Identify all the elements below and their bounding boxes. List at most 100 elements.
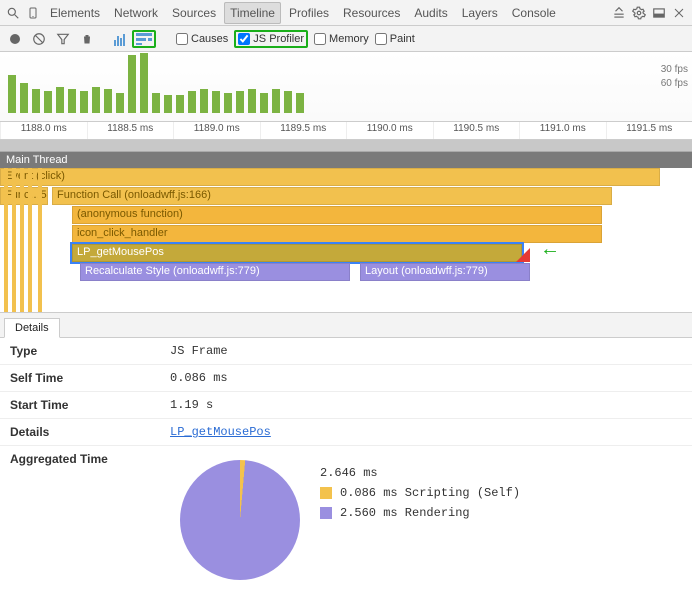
time-tick: 1191.5 ms bbox=[606, 122, 692, 139]
scrubber[interactable] bbox=[0, 140, 692, 152]
swatch-rendering bbox=[320, 507, 332, 519]
tab-network[interactable]: Network bbox=[108, 2, 164, 24]
time-tick: 1190.0 ms bbox=[346, 122, 433, 139]
jsprofiler-highlight: JS Profiler bbox=[234, 30, 308, 48]
paint-checkbox[interactable]: Paint bbox=[375, 33, 415, 45]
time-tick: 1188.0 ms bbox=[0, 122, 87, 139]
overview-bar bbox=[272, 89, 280, 113]
fps-60-label: 60 fps bbox=[661, 78, 688, 89]
jsprofiler-checkbox[interactable]: JS Profiler bbox=[238, 33, 304, 45]
pie-total: 2.646 ms bbox=[320, 466, 378, 480]
legend-rendering: 2.560 ms Rendering bbox=[340, 506, 470, 520]
starttime-value: 1.19 s bbox=[170, 398, 682, 412]
type-value: JS Frame bbox=[170, 344, 682, 358]
overview-bar bbox=[8, 75, 16, 113]
overview-chart[interactable]: 30 fps 60 fps bbox=[0, 52, 692, 122]
flame-event-click[interactable]: Event (click) bbox=[0, 168, 660, 186]
flame-layout[interactable]: Layout (onloadwff.js:779) bbox=[360, 263, 530, 281]
starttime-key: Start Time bbox=[10, 398, 170, 412]
annotation-arrow: ← bbox=[540, 238, 560, 261]
time-tick: 1188.5 ms bbox=[87, 122, 174, 139]
flamechart-view-icon[interactable] bbox=[132, 30, 156, 48]
flame-icon-click-handler[interactable]: icon_click_handler bbox=[72, 225, 602, 243]
details-panel: TypeJS Frame Self Time0.086 ms Start Tim… bbox=[0, 338, 692, 606]
overview-bar bbox=[164, 95, 172, 113]
details-link[interactable]: LP_getMousePos bbox=[170, 425, 271, 439]
tab-timeline[interactable]: Timeline bbox=[224, 2, 281, 24]
layout-warning-icon bbox=[516, 248, 530, 262]
flame-funccall[interactable]: Function Call (onloadwff.js:166) bbox=[52, 187, 612, 205]
time-tick: 1189.0 ms bbox=[173, 122, 260, 139]
overview-bar bbox=[68, 89, 76, 113]
overview-bar bbox=[152, 93, 160, 113]
overview-bar bbox=[200, 89, 208, 113]
gc-icon[interactable] bbox=[78, 30, 96, 48]
paint-label: Paint bbox=[390, 33, 415, 45]
tab-audits[interactable]: Audits bbox=[408, 2, 453, 24]
overview-bar bbox=[32, 89, 40, 113]
memory-label: Memory bbox=[329, 33, 369, 45]
filter-icon[interactable] bbox=[54, 30, 72, 48]
frames-view-icon[interactable] bbox=[114, 32, 126, 46]
selftime-key: Self Time bbox=[10, 371, 170, 385]
details-key: Details bbox=[10, 425, 170, 439]
tab-elements[interactable]: Elements bbox=[44, 2, 106, 24]
overview-bar bbox=[284, 91, 292, 113]
gear-icon[interactable] bbox=[630, 4, 648, 22]
overview-bar bbox=[116, 93, 124, 113]
overview-bar bbox=[224, 93, 232, 113]
time-axis: 1188.0 ms1188.5 ms1189.0 ms1189.5 ms1190… bbox=[0, 122, 692, 140]
overview-bar bbox=[296, 93, 304, 113]
tab-console[interactable]: Console bbox=[506, 2, 562, 24]
jsprofiler-label: JS Profiler bbox=[253, 33, 304, 45]
overview-bar bbox=[260, 93, 268, 113]
causes-label: Causes bbox=[191, 33, 228, 45]
record-icon[interactable] bbox=[6, 30, 24, 48]
overview-bar bbox=[188, 91, 196, 113]
overview-bar bbox=[80, 91, 88, 113]
overview-bar bbox=[128, 55, 136, 113]
flame-anonymous[interactable]: (anonymous function) bbox=[72, 206, 602, 224]
tab-layers[interactable]: Layers bbox=[456, 2, 504, 24]
overview-bar bbox=[236, 91, 244, 113]
selftime-value: 0.086 ms bbox=[170, 371, 682, 385]
causes-checkbox[interactable]: Causes bbox=[176, 33, 228, 45]
flame-stripes bbox=[0, 168, 50, 312]
timeline-toolbar: Causes JS Profiler Memory Paint bbox=[0, 26, 692, 52]
details-value[interactable]: LP_getMousePos bbox=[170, 425, 682, 439]
details-tabbar: Details bbox=[0, 313, 692, 338]
legend-scripting: 0.086 ms Scripting (Self) bbox=[340, 486, 520, 500]
time-tick: 1191.0 ms bbox=[519, 122, 606, 139]
overview-bar bbox=[140, 53, 148, 113]
overview-bar bbox=[56, 87, 64, 113]
overview-bar bbox=[44, 91, 52, 113]
overview-bar bbox=[212, 91, 220, 113]
time-tick: 1189.5 ms bbox=[260, 122, 347, 139]
memory-checkbox[interactable]: Memory bbox=[314, 33, 369, 45]
overview-bar bbox=[20, 83, 28, 113]
swatch-scripting bbox=[320, 487, 332, 499]
overview-bar bbox=[92, 87, 100, 113]
type-key: Type bbox=[10, 344, 170, 358]
drawer-icon[interactable] bbox=[610, 4, 628, 22]
aggregated-pie bbox=[180, 460, 300, 580]
flame-recalculate-style[interactable]: Recalculate Style (onloadwff.js:779) bbox=[80, 263, 350, 281]
search-icon[interactable] bbox=[4, 4, 22, 22]
tab-sources[interactable]: Sources bbox=[166, 2, 222, 24]
device-icon[interactable] bbox=[24, 4, 42, 22]
overview-bar bbox=[104, 89, 112, 113]
main-thread-label: Main Thread bbox=[0, 152, 692, 168]
flame-lp-getmousepos[interactable]: LP_getMousePos bbox=[72, 244, 522, 262]
dock-icon[interactable] bbox=[650, 4, 668, 22]
overview-bar bbox=[248, 89, 256, 113]
time-tick: 1190.5 ms bbox=[433, 122, 520, 139]
details-tab[interactable]: Details bbox=[4, 318, 60, 338]
fps-30-label: 30 fps bbox=[661, 64, 688, 75]
tab-resources[interactable]: Resources bbox=[337, 2, 406, 24]
clear-icon[interactable] bbox=[30, 30, 48, 48]
overview-bar bbox=[176, 95, 184, 113]
tab-profiles[interactable]: Profiles bbox=[283, 2, 335, 24]
aggtime-key: Aggregated Time bbox=[10, 452, 170, 466]
close-icon[interactable] bbox=[670, 4, 688, 22]
flame-chart[interactable]: Event (click) Func…54) Function Call (on… bbox=[0, 168, 692, 313]
